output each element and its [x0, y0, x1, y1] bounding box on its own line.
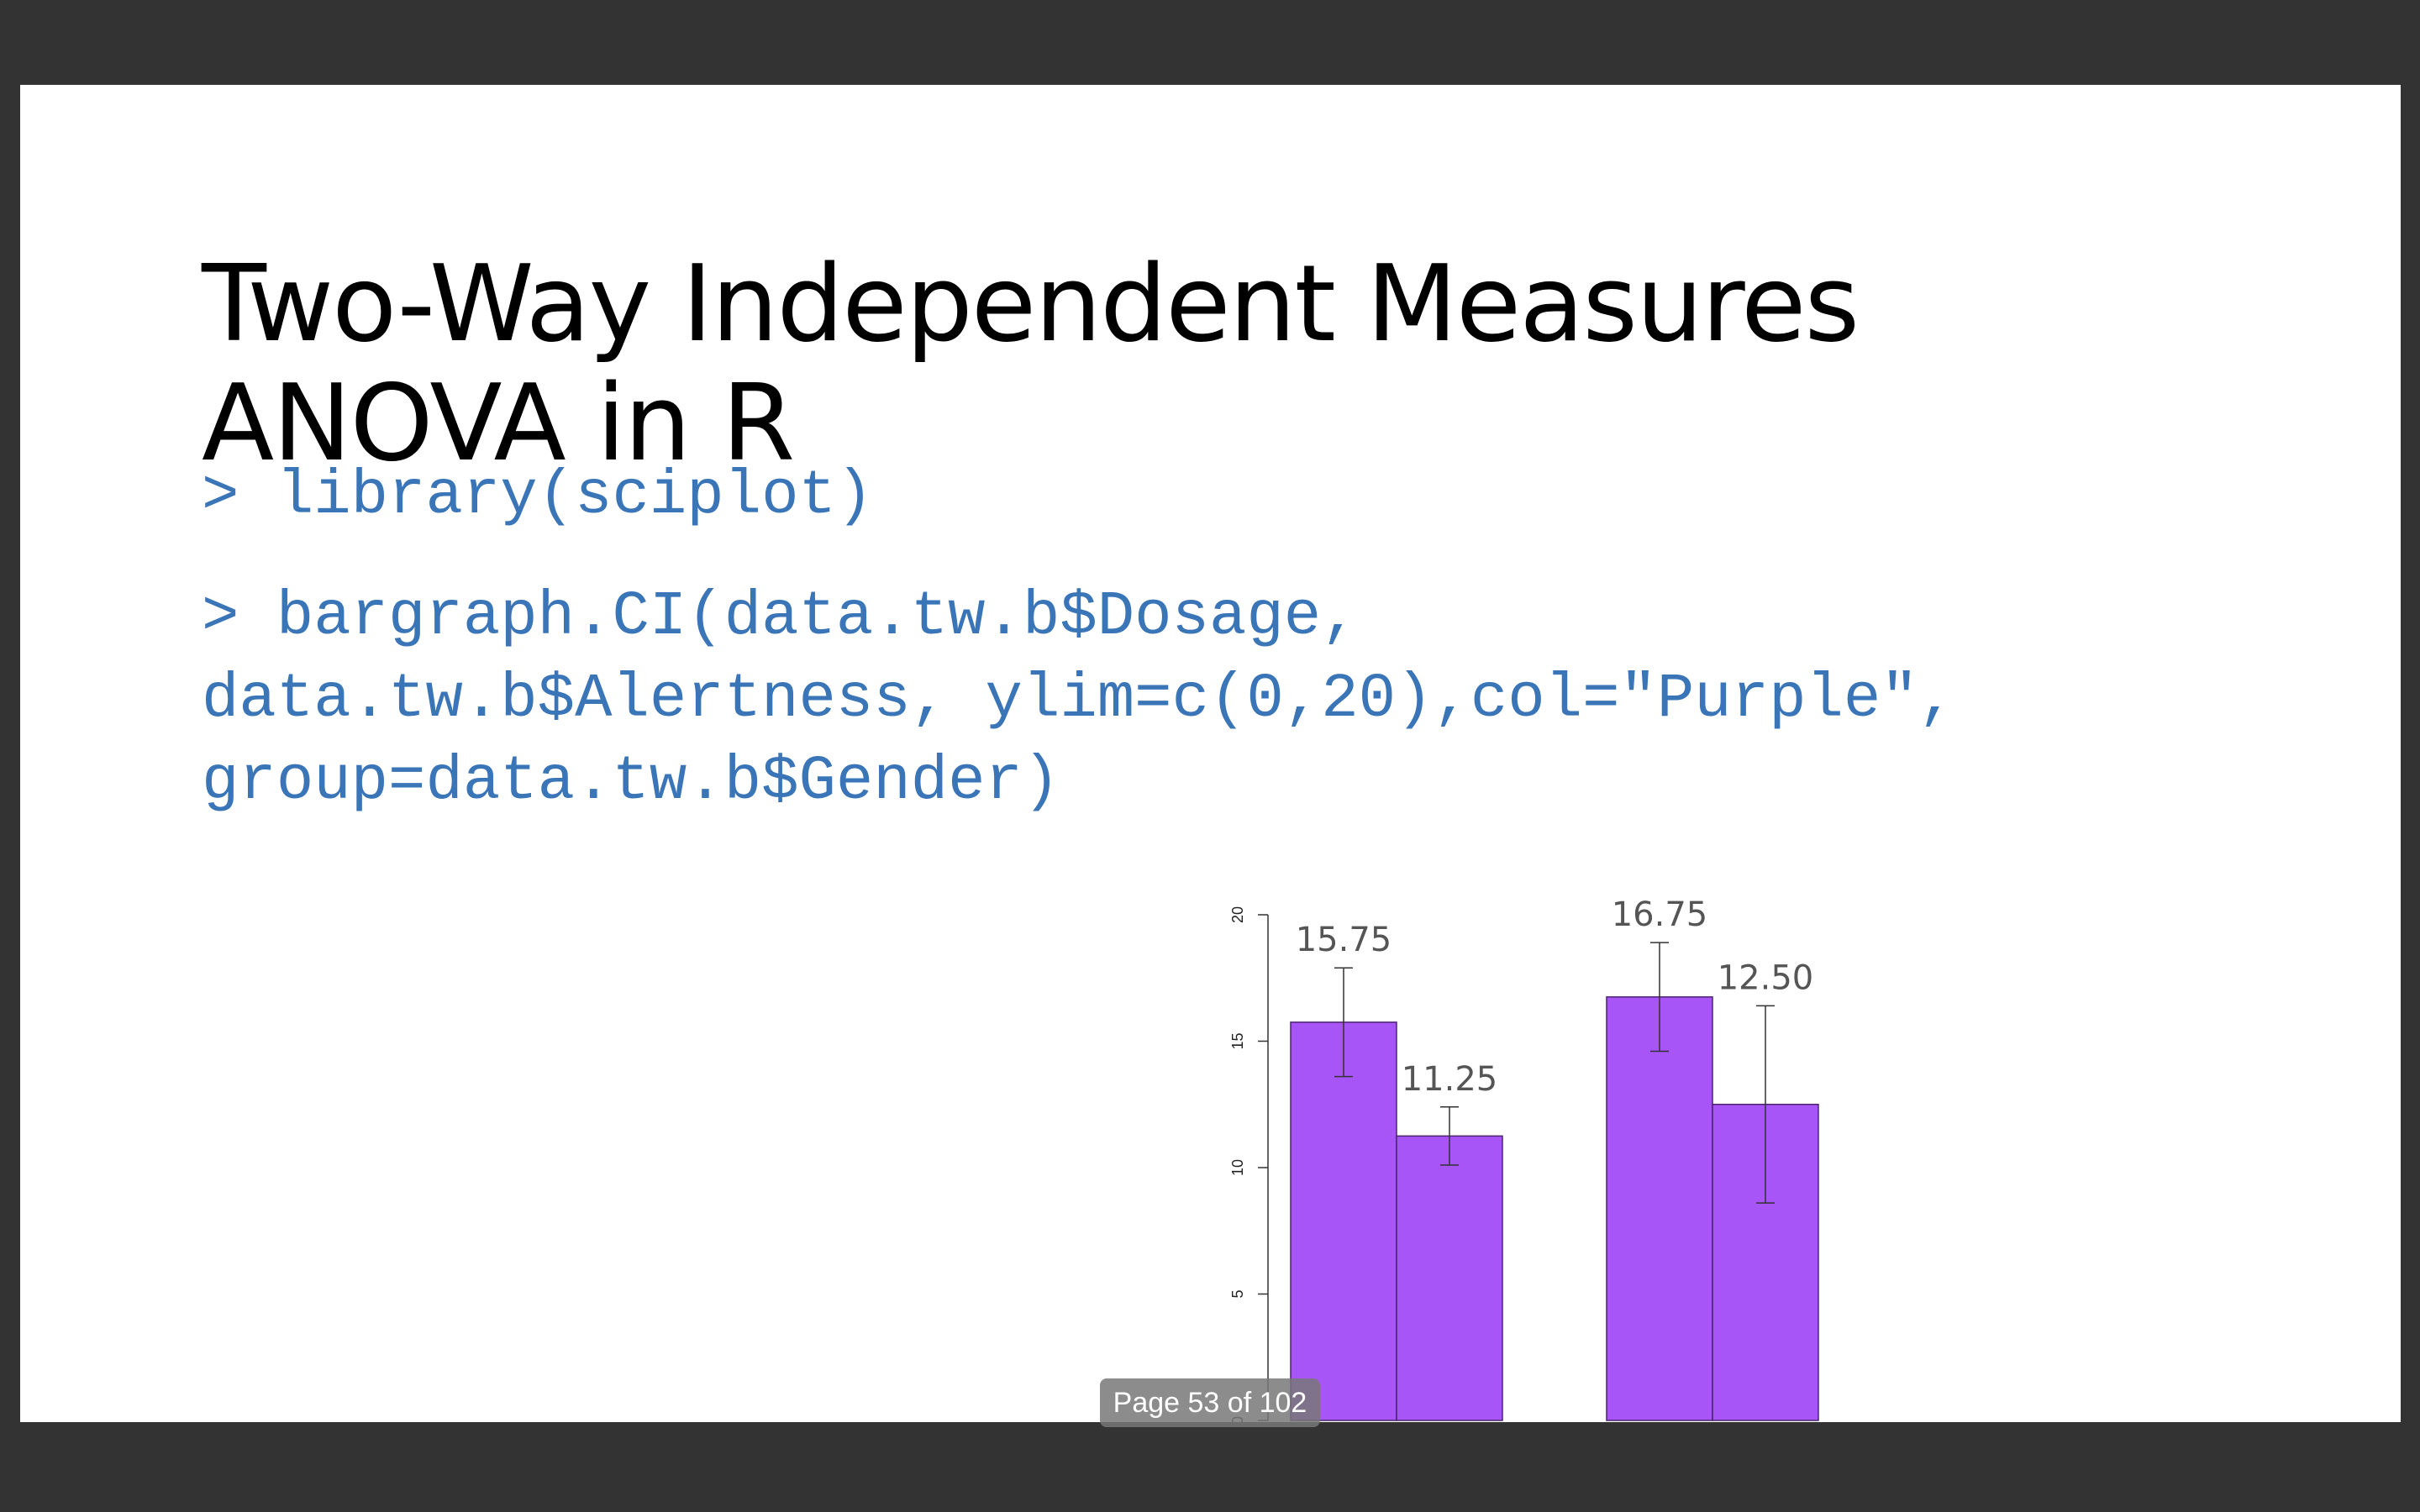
y-tick-label: 15 [1229, 1032, 1246, 1049]
data-label: 15.75 [1296, 921, 1392, 959]
data-label: 11.25 [1402, 1060, 1498, 1099]
y-tick-label: 5 [1229, 1289, 1246, 1298]
page-indicator: Page 53 of 102 [1100, 1378, 1320, 1427]
code-library-call: > library(sciplot) [202, 461, 874, 532]
bar [1290, 1021, 1397, 1421]
y-tick-label: 10 [1229, 1159, 1246, 1176]
data-label: 12.50 [1718, 958, 1814, 997]
bar [1606, 996, 1713, 1421]
slide-page: Two-Way Independent Measures ANOVA in R … [20, 85, 2401, 1422]
y-tick-label: 20 [1229, 906, 1246, 923]
bar [1396, 1135, 1503, 1421]
data-label: 16.75 [1612, 895, 1708, 934]
code-bargraph-call: > bargraph.CI(data.tw.b$Dosage, data.tw.… [202, 582, 1956, 817]
slide-title: Two-Way Independent Measures ANOVA in R [202, 242, 1860, 485]
